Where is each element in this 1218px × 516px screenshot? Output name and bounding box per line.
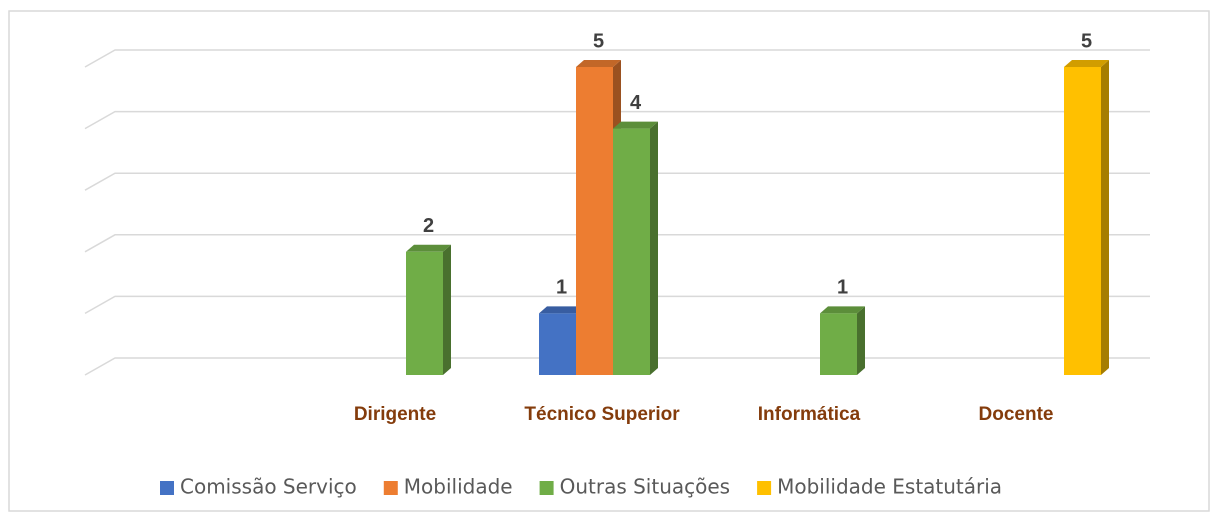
grid-line <box>84 234 1150 253</box>
bar <box>820 313 857 375</box>
data-label: 4 <box>630 92 642 114</box>
bar <box>539 313 576 375</box>
bar-top <box>539 306 584 314</box>
legend-swatch <box>160 481 174 495</box>
legend-label: Outras Situações <box>560 475 731 499</box>
grid-line <box>84 110 1150 130</box>
x-tick-label: Dirigente <box>354 404 436 425</box>
bar-side <box>857 306 865 375</box>
x-tick-label: Informática <box>758 404 861 425</box>
x-tick-label: Técnico Superior <box>524 404 680 425</box>
bar <box>1064 67 1101 375</box>
bar-top <box>613 121 658 129</box>
bar-side <box>1101 60 1109 375</box>
grid-line <box>84 49 1150 68</box>
bar-top <box>576 60 621 67</box>
data-label: 5 <box>1081 30 1092 52</box>
legend-label: Comissão Serviço <box>180 475 357 499</box>
legend-label: Mobilidade <box>404 475 513 499</box>
legend-swatch <box>383 481 398 495</box>
legend-label: Mobilidade Estatutária <box>777 475 1002 499</box>
bar <box>613 128 650 375</box>
data-label: 2 <box>423 215 434 237</box>
legend-swatch <box>539 481 554 495</box>
x-tick-label: Docente <box>979 404 1054 425</box>
bar-top <box>406 244 451 252</box>
bar-side <box>650 121 658 375</box>
grid-line <box>84 295 1150 315</box>
bar-top <box>820 306 865 314</box>
bar-side <box>443 244 451 375</box>
data-label: 1 <box>837 277 848 299</box>
bar <box>576 67 613 375</box>
bar-top <box>1064 60 1109 67</box>
legend-swatch <box>757 481 772 495</box>
grid-line <box>84 357 1150 376</box>
data-label: 5 <box>593 30 604 52</box>
data-label: 1 <box>556 277 567 299</box>
bar <box>406 251 443 375</box>
grid-line <box>84 172 1150 191</box>
